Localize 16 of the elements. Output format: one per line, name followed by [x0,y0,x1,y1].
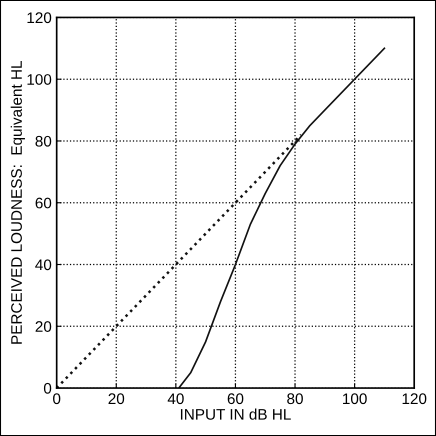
y-tick-label: 20 [36,321,52,332]
y-axis-title: PERCEIVED LOUDNESS: Equivalent HL [10,61,25,344]
y-tick-label: 100 [27,74,52,85]
y-tick-label: 40 [35,259,52,270]
y-tick-label: 0 [44,382,52,394]
x-tick-label: 100 [343,393,367,404]
x-tick-label: 80 [287,393,303,404]
y-tick-label: 120 [27,12,52,24]
x-tick-label: 60 [228,393,244,404]
y-tick-label: 60 [36,198,52,208]
x-tick-label: 0 [53,393,60,404]
x-axis-title: INPUT IN dB HL [180,408,291,420]
x-tick-label: 20 [108,393,124,404]
x-tick-label: 120 [402,393,426,404]
x-tick-label: 40 [168,393,184,404]
y-tick-label: 80 [35,136,52,147]
